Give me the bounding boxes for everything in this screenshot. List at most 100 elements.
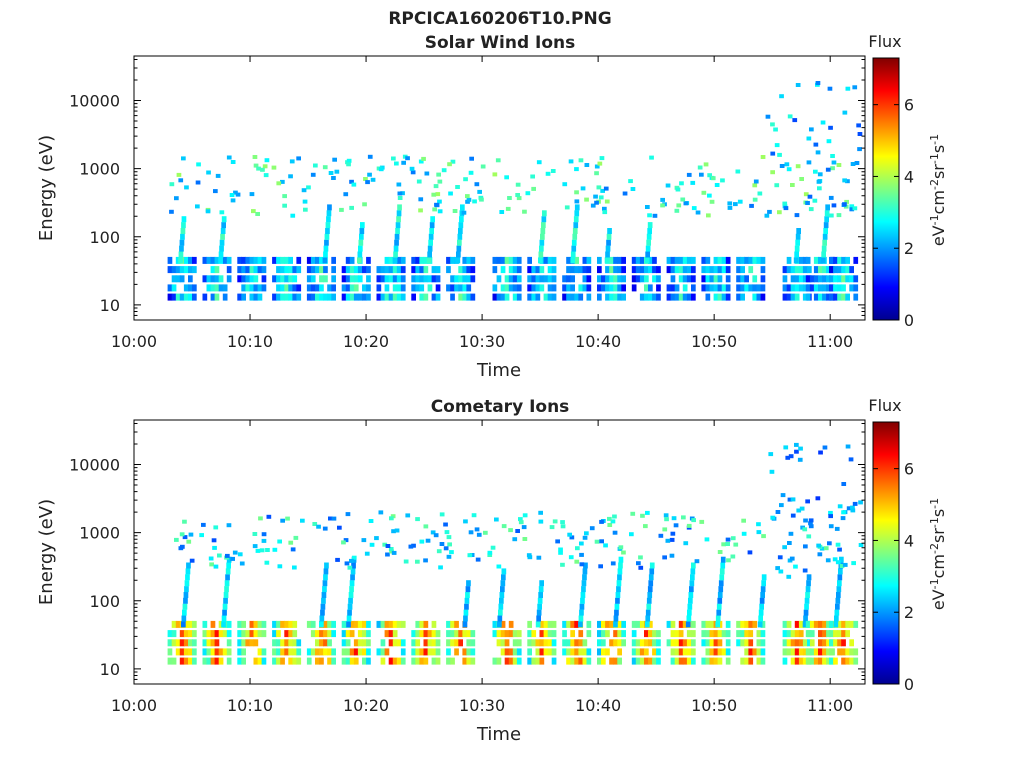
heatmap-cell [296, 266, 302, 274]
heatmap-cell [292, 275, 298, 283]
heatmap-cell [411, 256, 416, 264]
heatmap-cell [748, 620, 754, 628]
heatmap-cell [600, 188, 605, 193]
heatmap-cell [310, 275, 316, 283]
heatmap-cell [757, 191, 763, 196]
heatmap-cell [652, 275, 657, 283]
heatmap-cell [349, 648, 355, 656]
heatmap-cell [629, 532, 634, 537]
heatmap-cell [744, 639, 749, 647]
heatmap-cell [516, 639, 522, 647]
heatmap-cell [613, 266, 618, 274]
heatmap-cell [280, 518, 285, 523]
heatmap-cell [508, 528, 513, 533]
heatmap-cell [253, 284, 259, 292]
heatmap-cell [541, 222, 546, 229]
heatmap-cell [666, 266, 672, 274]
heatmap-cell [261, 266, 267, 274]
heatmap-cell [718, 580, 724, 587]
heatmap-cell [257, 630, 263, 638]
heatmap-cell [361, 538, 367, 543]
heatmap-cell [245, 639, 251, 647]
heatmap-cell [621, 630, 626, 638]
heatmap-cell [574, 190, 579, 195]
heatmap-cell [376, 284, 382, 292]
heatmap-cell [288, 174, 293, 179]
heatmap-cell [715, 615, 721, 622]
heatmap-cell [705, 256, 711, 264]
heatmap-cell [206, 657, 212, 665]
heatmap-cell [327, 620, 332, 628]
heatmap-cell [419, 266, 425, 274]
heatmap-cell [806, 136, 812, 141]
heatmap-cell [578, 293, 584, 301]
heatmap-cell [181, 222, 186, 229]
heatmap-cell [458, 630, 463, 638]
heatmap-cell [537, 603, 542, 610]
heatmap-cell [183, 293, 189, 301]
heatmap-cell [803, 518, 808, 523]
heatmap-cell [818, 620, 823, 628]
heatmap-cell [249, 620, 255, 628]
heatmap-cell [631, 639, 637, 647]
heatmap-cell [446, 630, 451, 638]
heatmap-cell [288, 630, 293, 638]
heatmap-cell [539, 648, 545, 656]
heatmap-cell [547, 275, 553, 283]
heatmap-cell [431, 266, 437, 274]
heatmap-cell [323, 574, 328, 581]
x-tick-label: 10:10 [227, 696, 273, 715]
heatmap-cell [538, 510, 543, 515]
heatmap-cell [214, 284, 220, 292]
heatmap-cell [508, 284, 514, 292]
heatmap-cell [276, 181, 282, 186]
heatmap-cell [705, 275, 711, 283]
heatmap-cell [218, 620, 224, 628]
heatmap-cell [784, 162, 790, 167]
heatmap-cell [492, 172, 498, 177]
heatmap-cell [586, 284, 592, 292]
heatmap-cell [518, 517, 523, 522]
heatmap-cell [415, 284, 421, 292]
heatmap-cell [543, 275, 549, 283]
heatmap-cell [691, 284, 696, 292]
heatmap-cell [605, 648, 610, 656]
heatmap-cell [803, 609, 809, 616]
heatmap-cell [331, 648, 336, 656]
heatmap-cell [539, 284, 545, 292]
heatmap-cell [392, 284, 398, 292]
heatmap-cell [829, 266, 834, 274]
heatmap-cell [601, 284, 606, 292]
colorbar-tick-label: 2 [904, 603, 914, 622]
heatmap-cell [569, 535, 575, 540]
heatmap-cell [713, 639, 719, 647]
x-tick-label: 10:10 [227, 332, 273, 351]
heatmap-cell [829, 256, 834, 264]
heatmap-cell [671, 516, 677, 521]
heatmap-cell [725, 639, 731, 647]
heatmap-cell [822, 275, 827, 283]
heatmap-cell [249, 256, 255, 264]
heatmap-cell [560, 562, 565, 567]
heatmap-cell [777, 555, 783, 560]
heatmap-cell [744, 256, 749, 264]
heatmap-cell [807, 639, 812, 647]
heatmap-cell [527, 293, 532, 301]
heatmap-cell [568, 555, 574, 560]
heatmap-cell [841, 510, 846, 515]
heatmap-cell [648, 266, 653, 274]
heatmap-cell [272, 630, 277, 638]
heatmap-cell [470, 648, 476, 656]
heatmap-cell [570, 266, 575, 274]
heatmap-cell [284, 620, 289, 628]
heatmap-cell [423, 558, 428, 563]
heatmap-cell [192, 620, 197, 628]
heatmap-cell [415, 657, 421, 665]
heatmap-cell [678, 657, 684, 665]
heatmap-cell [323, 245, 329, 252]
heatmap-cell [245, 630, 251, 638]
heatmap-cell [226, 562, 231, 569]
heatmap-cell [845, 256, 850, 264]
heatmap-cell [331, 266, 336, 274]
heatmap-cell [691, 256, 696, 264]
